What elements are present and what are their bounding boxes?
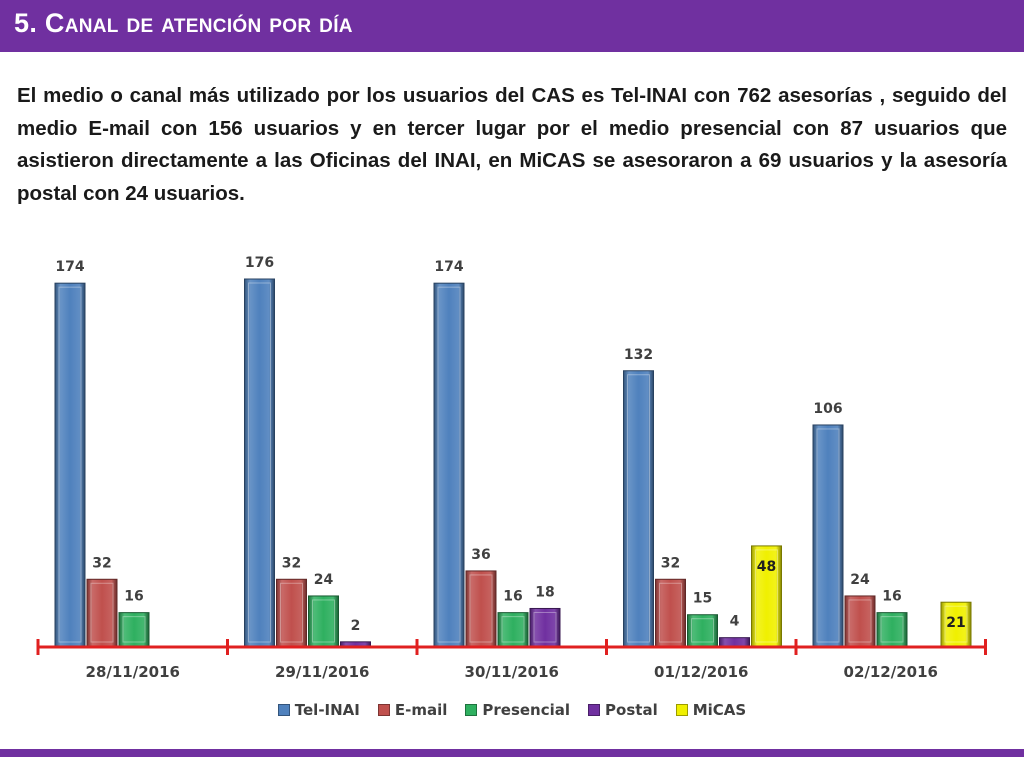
bar-micas-4 bbox=[940, 601, 972, 647]
data-label: 2 bbox=[351, 618, 361, 634]
data-label: 36 bbox=[471, 547, 490, 563]
slide-title: 5. Canal de atención por día bbox=[14, 8, 353, 38]
data-label: 24 bbox=[314, 572, 334, 588]
legend-swatch bbox=[377, 704, 390, 716]
data-label: 106 bbox=[813, 401, 842, 417]
category-label: 29/11/2016 bbox=[275, 663, 369, 681]
bar-e-mail-0 bbox=[86, 578, 118, 647]
legend-swatch bbox=[675, 704, 688, 716]
bar-tel-inai-0 bbox=[54, 282, 86, 647]
bottom-bar bbox=[0, 749, 1024, 757]
data-label: 32 bbox=[282, 555, 301, 571]
category-label: 01/12/2016 bbox=[654, 663, 748, 681]
bar-bevel bbox=[437, 286, 461, 643]
legend-swatch bbox=[588, 704, 601, 716]
data-label: 32 bbox=[92, 555, 111, 571]
data-label: 21 bbox=[946, 615, 965, 631]
category-label: 02/12/2016 bbox=[844, 663, 938, 681]
bar-bevel bbox=[90, 582, 114, 643]
legend-label: Postal bbox=[605, 701, 658, 719]
bar-tel-inai-1 bbox=[244, 278, 275, 647]
bar-bevel bbox=[248, 282, 271, 643]
bar-bevel bbox=[755, 549, 778, 643]
data-label: 174 bbox=[55, 259, 84, 275]
legend-item-tel-inai: Tel-INAI bbox=[277, 701, 360, 719]
data-label: 132 bbox=[624, 347, 653, 363]
bar-bevel bbox=[58, 286, 82, 643]
bar-tel-inai-2 bbox=[433, 282, 465, 647]
legend-label: E-mail bbox=[394, 701, 448, 719]
legend-label: Presencial bbox=[482, 701, 571, 719]
bar-e-mail-2 bbox=[465, 570, 497, 647]
chart-legend: Tel-INAI E-mail Presencial Postal MiCAS bbox=[0, 701, 1024, 719]
data-label: 16 bbox=[503, 589, 522, 605]
bar-postal-1 bbox=[340, 641, 371, 647]
category-label: 30/11/2016 bbox=[465, 663, 559, 681]
bar-bevel bbox=[627, 374, 650, 643]
bar-presencial-4 bbox=[876, 612, 908, 647]
bar-bevel bbox=[312, 599, 335, 643]
legend-item-micas: MiCAS bbox=[675, 701, 747, 719]
bar-presencial-0 bbox=[118, 612, 150, 647]
data-label: 18 bbox=[535, 584, 554, 600]
legend-swatch bbox=[465, 704, 478, 716]
bar-bevel bbox=[816, 428, 840, 643]
data-label: 16 bbox=[124, 589, 143, 605]
legend-label: MiCAS bbox=[692, 701, 747, 719]
bar-tel-inai-3 bbox=[623, 370, 654, 647]
category-label: 28/11/2016 bbox=[86, 663, 180, 681]
data-label: 174 bbox=[434, 259, 463, 275]
legend-item-e-mail: E-mail bbox=[377, 701, 448, 719]
bar-tel-inai-4 bbox=[812, 424, 844, 647]
data-label: 15 bbox=[693, 591, 712, 607]
data-label: 24 bbox=[850, 572, 870, 588]
bar-bevel bbox=[944, 605, 968, 643]
legend-item-postal: Postal bbox=[588, 701, 658, 719]
bar-bevel bbox=[691, 618, 714, 643]
legend-item-presencial: Presencial bbox=[465, 701, 570, 719]
bar-e-mail-1 bbox=[276, 578, 307, 647]
bar-micas-3 bbox=[751, 545, 782, 647]
bar-bevel bbox=[848, 599, 872, 643]
data-label: 4 bbox=[730, 614, 740, 630]
data-label: 16 bbox=[882, 589, 901, 605]
data-label: 176 bbox=[245, 255, 274, 271]
title-bar: 5. Canal de atención por día bbox=[0, 0, 1024, 52]
bar-bevel bbox=[469, 574, 493, 643]
legend-swatch bbox=[277, 704, 290, 716]
bar-chart: 174 32 16 28/11/2016 176 32 24 2 29/11/2016 174 36… bbox=[36, 255, 987, 681]
bar-bevel bbox=[880, 616, 904, 643]
bar-bevel bbox=[280, 582, 303, 643]
data-label: 48 bbox=[757, 559, 776, 575]
bar-bevel bbox=[533, 611, 557, 643]
intro-paragraph: El medio o canal más utilizado por los u… bbox=[17, 84, 1007, 205]
legend-label: Tel-INAI bbox=[294, 701, 360, 719]
bar-e-mail-4 bbox=[844, 595, 876, 647]
bar-bevel bbox=[122, 616, 146, 643]
data-label: 32 bbox=[661, 555, 680, 571]
bar-postal-3 bbox=[719, 637, 750, 647]
bar-presencial-3 bbox=[687, 614, 718, 647]
bar-postal-2 bbox=[529, 607, 561, 647]
bar-bevel bbox=[659, 582, 682, 643]
bar-bevel bbox=[501, 616, 525, 643]
bar-presencial-2 bbox=[497, 612, 529, 647]
